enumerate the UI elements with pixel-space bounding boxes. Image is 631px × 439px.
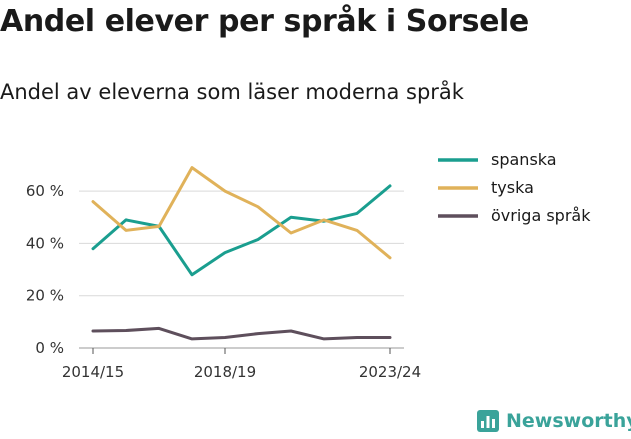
y-tick-label: 60 %	[26, 182, 64, 200]
x-tick-label: 2014/15	[62, 363, 124, 381]
newsworthy-logo-icon	[477, 410, 499, 432]
chart-subtitle: Andel av eleverna som läser moderna språ…	[0, 80, 464, 104]
newsworthy-logo: Newsworthy	[476, 409, 631, 433]
x-tick-label: 2023/24	[359, 363, 421, 381]
y-tick-label: 40 %	[26, 234, 64, 252]
newsworthy-logo-text: Newsworthy	[506, 410, 631, 432]
y-axis-ticks: 0 % 20 % 40 % 60 %	[26, 182, 64, 357]
legend-label-spanska: spanska	[491, 150, 557, 169]
x-axis: 2014/15 2018/19 2023/24	[62, 348, 421, 381]
series-lines	[91, 166, 392, 341]
chart-title: Andel elever per språk i Sorsele	[0, 4, 529, 39]
y-tick-label: 20 %	[26, 287, 64, 305]
series-line-tyska	[91, 166, 392, 260]
x-tick-label: 2018/19	[194, 363, 256, 381]
y-tick-label: 0 %	[35, 339, 64, 357]
legend-label-tyska: tyska	[491, 178, 534, 197]
grid-lines	[79, 190, 404, 349]
legend: spanska tyska övriga språk	[438, 150, 591, 225]
series-line-spanska	[91, 184, 392, 277]
legend-label-övriga-språk: övriga språk	[491, 206, 591, 225]
series-line-övriga-språk	[91, 326, 392, 341]
